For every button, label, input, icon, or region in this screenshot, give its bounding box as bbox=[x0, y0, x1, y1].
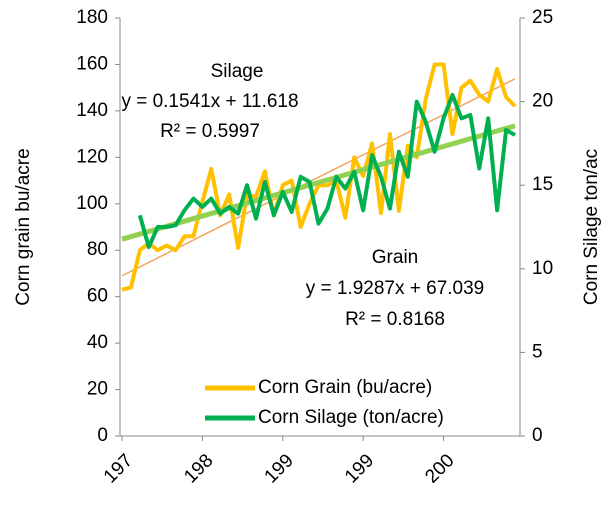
y-tick-label: 40 bbox=[87, 332, 108, 353]
legend-label: Corn Silage (ton/acre) bbox=[258, 407, 444, 428]
annotation: Grain bbox=[372, 247, 418, 268]
y2-tick-label: 5 bbox=[532, 341, 543, 362]
x-tick-label: 200 bbox=[421, 450, 458, 487]
series-line bbox=[121, 62, 517, 292]
y-tick-label: 160 bbox=[76, 53, 108, 74]
y2-tick-label: 15 bbox=[532, 174, 553, 195]
y-tick-label: 20 bbox=[87, 379, 108, 400]
annotation: R² = 0.5997 bbox=[160, 121, 260, 142]
annotation: R² = 0.8168 bbox=[345, 309, 445, 330]
y-tick-label: 60 bbox=[87, 286, 108, 307]
y-axis-title: Corn grain bu/acre bbox=[13, 148, 34, 305]
y2-tick-label: 20 bbox=[532, 91, 553, 112]
y2-tick-label: 0 bbox=[532, 425, 543, 446]
x-tick-label: 197 bbox=[100, 450, 137, 487]
trend-line bbox=[121, 123, 516, 242]
annotation: y = 1.9287x + 67.039 bbox=[306, 278, 485, 299]
y-tick-label: 100 bbox=[76, 193, 108, 214]
y-tick-label: 140 bbox=[76, 100, 108, 121]
y-tick-label: 0 bbox=[97, 425, 108, 446]
annotation: y = 0.1541x + 11.618 bbox=[121, 91, 298, 112]
y-tick-label: 120 bbox=[76, 146, 108, 167]
x-tick-label: 199 bbox=[261, 450, 298, 487]
y2-tick-label: 25 bbox=[532, 7, 553, 28]
x-tick-label: 199 bbox=[341, 450, 378, 487]
y2-tick-label: 10 bbox=[532, 258, 553, 279]
annotation: Silage bbox=[211, 61, 264, 82]
series-line bbox=[137, 92, 516, 250]
x-tick-label: 198 bbox=[180, 450, 217, 487]
y2-axis-title: Corn Silage ton/ac bbox=[581, 149, 602, 305]
y-tick-label: 80 bbox=[87, 239, 108, 260]
legend-label: Corn Grain (bu/acre) bbox=[258, 377, 432, 398]
y-tick-label: 180 bbox=[76, 7, 108, 28]
